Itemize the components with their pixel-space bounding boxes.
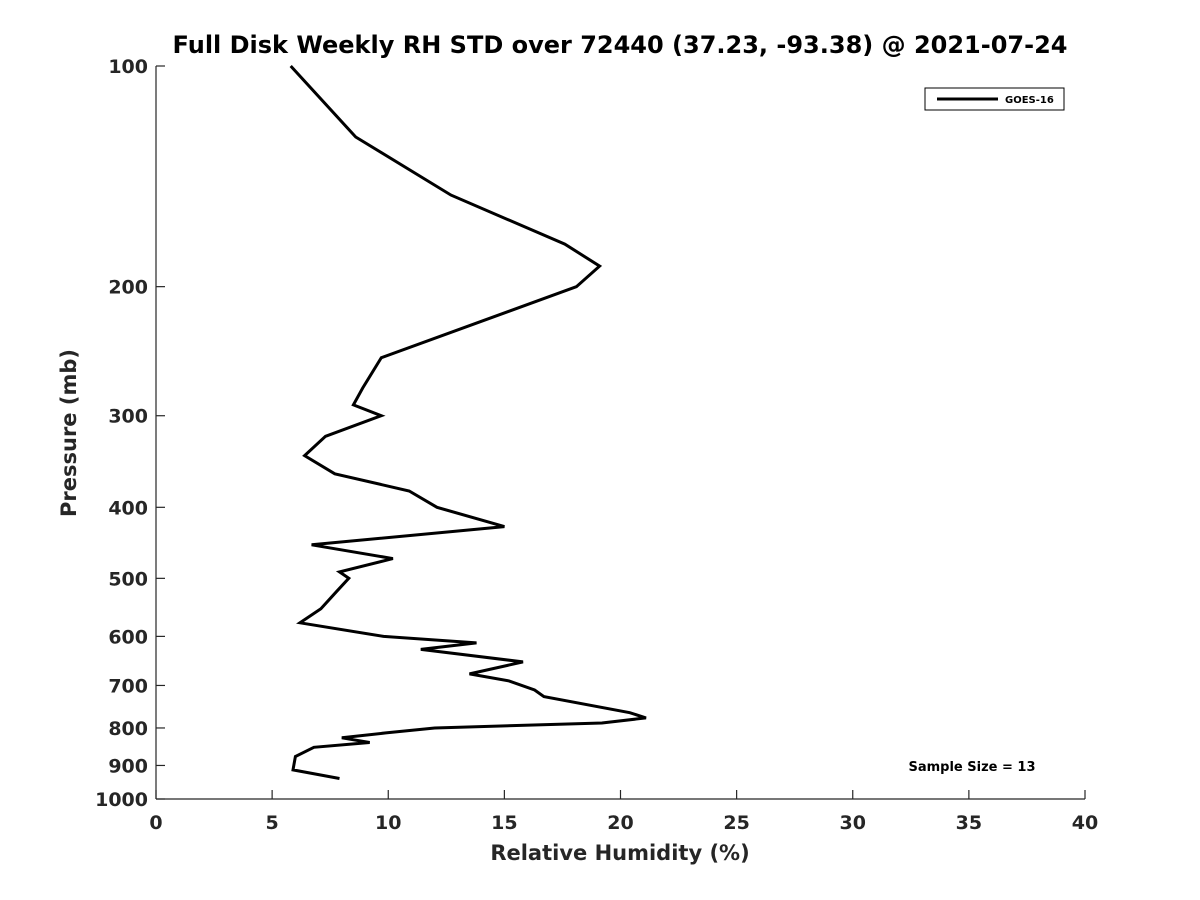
y-tick-label: 700 [108,675,148,697]
y-tick-label: 500 [108,568,148,590]
y-tick-label: 1000 [95,789,148,811]
x-tick-label: 15 [491,812,517,834]
legend: GOES-16 [924,87,1065,111]
x-tick-label: 40 [1072,812,1098,834]
x-tick-label: 25 [723,812,749,834]
x-tick-label: 30 [840,812,866,834]
x-tick-label: 5 [266,812,279,834]
y-tick-label: 800 [108,718,148,740]
x-axis-label: Relative Humidity (%) [490,841,749,865]
y-tick-label: 300 [108,406,148,428]
y-tick-label: 200 [108,277,148,299]
y-tick-label: 400 [108,497,148,519]
x-tick-label: 10 [375,812,401,834]
series-line-goes-16 [289,64,647,780]
y-axis-label: Pressure (mb) [57,349,81,517]
series-layer [289,64,647,780]
x-tick-label: 20 [607,812,633,834]
plot-axes: 0 5 10 15 20 25 30 35 40 100 200 300 400 500 600 700 800… [95,56,1098,834]
legend-entry-goes-16: GOES-16 [1005,95,1054,106]
y-tick-label: 100 [108,56,148,78]
y-tick-label: 900 [108,755,148,777]
sample-size-annotation: Sample Size = 13 [908,760,1035,775]
x-tick-label: 35 [956,812,982,834]
x-tick-label: 0 [149,812,162,834]
chart-title: Full Disk Weekly RH STD over 72440 (37.2… [173,31,1068,59]
y-tick-label: 600 [108,626,148,648]
